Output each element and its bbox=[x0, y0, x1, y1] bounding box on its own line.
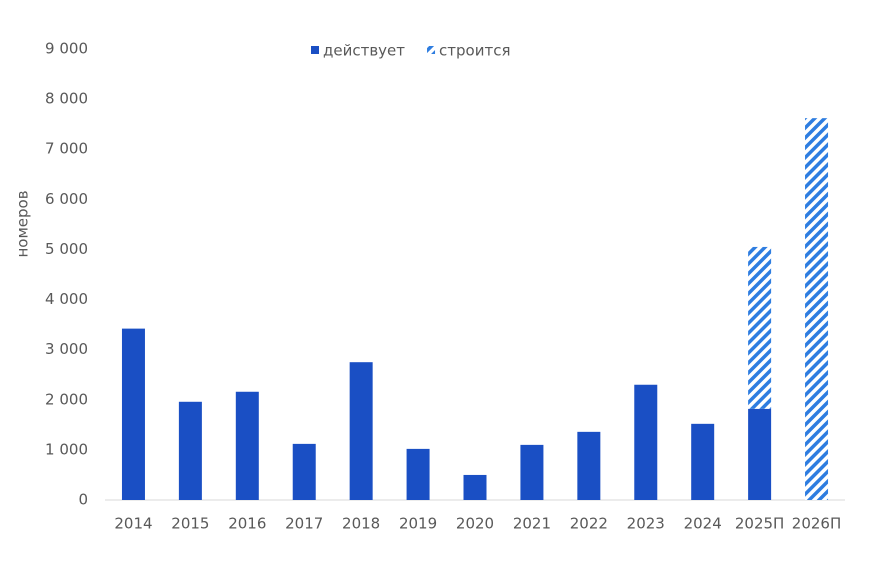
bar bbox=[577, 431, 601, 500]
legend-label: действует bbox=[323, 42, 405, 60]
y-tick-label: 8 000 bbox=[45, 90, 88, 108]
legend-label: строится bbox=[439, 42, 510, 60]
bar bbox=[463, 474, 487, 500]
x-tick-label: 2014 bbox=[114, 515, 152, 533]
x-tick-label: 2015 bbox=[171, 515, 209, 533]
bar bbox=[805, 118, 829, 501]
x-tick-label: 2023 bbox=[627, 515, 665, 533]
x-tick-label: 2026П bbox=[792, 515, 841, 533]
y-tick-label: 3 000 bbox=[45, 340, 88, 358]
x-tick-label: 2020 bbox=[456, 515, 494, 533]
x-tick-label: 2024 bbox=[684, 515, 722, 533]
x-tick-label: 2018 bbox=[342, 515, 380, 533]
bar bbox=[406, 448, 430, 500]
y-tick-label: 5 000 bbox=[45, 240, 88, 258]
bar bbox=[178, 401, 202, 500]
bar bbox=[349, 362, 373, 500]
x-tick-label: 2017 bbox=[285, 515, 323, 533]
legend-swatch bbox=[311, 46, 319, 54]
x-tick-label: 2019 bbox=[399, 515, 437, 533]
x-tick-label: 2021 bbox=[513, 515, 551, 533]
bar bbox=[121, 328, 145, 500]
y-tick-label: 9 000 bbox=[45, 40, 88, 58]
bar bbox=[292, 443, 316, 500]
x-tick-label: 2025П bbox=[735, 515, 784, 533]
bar bbox=[235, 391, 259, 500]
y-axis-label: номеров bbox=[14, 190, 32, 257]
y-tick-label: 2 000 bbox=[45, 390, 88, 408]
x-tick-label: 2016 bbox=[228, 515, 266, 533]
bar bbox=[691, 423, 715, 500]
y-tick-label: 0 bbox=[78, 491, 88, 509]
y-tick-label: 7 000 bbox=[45, 140, 88, 158]
x-tick-label: 2022 bbox=[570, 515, 608, 533]
bar bbox=[748, 408, 772, 500]
legend-swatch bbox=[427, 46, 436, 54]
bar bbox=[748, 246, 772, 409]
bar bbox=[520, 444, 544, 500]
y-tick-label: 1 000 bbox=[45, 440, 88, 458]
y-tick-label: 6 000 bbox=[45, 190, 88, 208]
y-tick-label: 4 000 bbox=[45, 290, 88, 308]
bar bbox=[634, 384, 658, 500]
